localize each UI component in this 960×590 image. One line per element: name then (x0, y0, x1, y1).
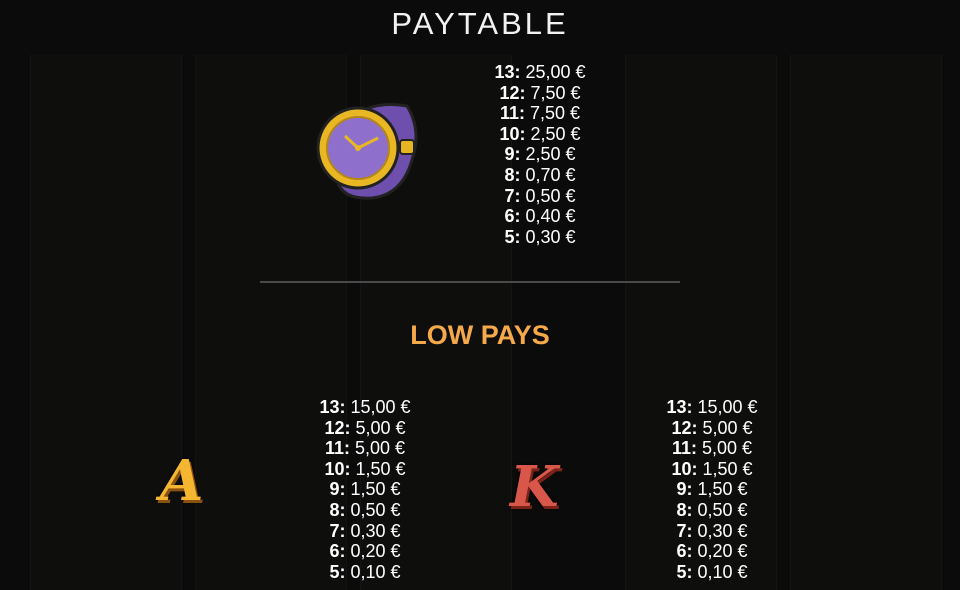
symbol-count: 6: (504, 206, 521, 227)
payout-value: 25,00 € (525, 62, 586, 82)
watch-icon (316, 103, 418, 200)
symbol-count: 10: (671, 458, 698, 479)
pay-row: 5: 0,30 € (470, 227, 610, 248)
paytable-title: PAYTABLE (391, 6, 569, 41)
payout-value: 0,30 € (525, 226, 576, 247)
pay-row: 6: 0,20 € (295, 541, 435, 562)
pay-row: 7: 0,30 € (295, 521, 435, 542)
payout-value: 7,50 € (530, 82, 581, 103)
symbol-count: 5: (676, 561, 693, 582)
payout-value: 0,10 € (350, 561, 401, 582)
symbol-count: 6: (329, 541, 346, 562)
symbol-count: 9: (676, 479, 693, 500)
reel-background (30, 55, 182, 590)
symbol-count: 11: (499, 103, 525, 124)
payout-value: 2,50 € (530, 123, 581, 144)
pay-row: 7: 0,50 € (470, 186, 610, 207)
symbol-count: 8: (504, 164, 521, 185)
low-pays-title: LOW PAYS (410, 320, 550, 350)
pay-row: 8: 0,70 € (470, 165, 610, 186)
symbol-count: 9: (504, 144, 521, 165)
payout-value: 7,50 € (530, 103, 581, 124)
high-pay-table: 13: 25,00 €12: 7,50 €11: 7,50 €10: 2,50 … (470, 62, 610, 247)
symbol-count: 12: (324, 417, 351, 438)
payout-value: 0,10 € (697, 561, 748, 582)
symbol-count: 13: (666, 397, 693, 417)
pay-row: 5: 0,10 € (295, 562, 435, 583)
pay-row: 8: 0,50 € (642, 500, 782, 521)
reel-background (790, 55, 942, 590)
symbol-count: 8: (676, 499, 693, 520)
payout-value: 5,00 € (355, 417, 406, 438)
pay-row: 12: 5,00 € (642, 418, 782, 439)
payout-value: 1,50 € (697, 479, 748, 500)
low-pay-table-k: 13: 15,00 €12: 5,00 €11: 5,00 €10: 1,50 … (642, 397, 782, 582)
payout-value: 15,00 € (350, 397, 411, 417)
payout-value: 2,50 € (525, 144, 576, 165)
symbol-count: 12: (499, 82, 526, 103)
symbol-count: 5: (504, 226, 521, 247)
payout-value: 0,50 € (525, 185, 576, 206)
symbol-count: 5: (329, 561, 346, 582)
pay-row: 5: 0,10 € (642, 562, 782, 583)
symbol-count: 7: (504, 185, 521, 206)
payout-value: 5,00 € (355, 438, 406, 459)
symbol-count: 7: (676, 520, 693, 541)
symbol-count: 8: (329, 499, 346, 520)
symbol-k-icon: K (510, 454, 559, 520)
pay-row: 9: 1,50 € (642, 479, 782, 500)
pay-row: 11: 5,00 € (642, 438, 782, 459)
payout-value: 5,00 € (702, 438, 753, 459)
pay-row: 12: 5,00 € (295, 418, 435, 439)
payout-value: 0,30 € (350, 520, 401, 541)
symbol-a-icon: A (160, 448, 204, 514)
pay-row: 6: 0,20 € (642, 541, 782, 562)
pay-row: 10: 2,50 € (470, 124, 610, 145)
pay-row: 7: 0,30 € (642, 521, 782, 542)
payout-value: 0,50 € (350, 499, 401, 520)
payout-value: 0,40 € (525, 206, 576, 227)
payout-value: 5,00 € (702, 417, 753, 438)
symbol-count: 12: (671, 417, 698, 438)
payout-value: 1,50 € (702, 458, 753, 479)
symbol-count: 11: (324, 438, 350, 459)
symbol-count: 6: (676, 541, 693, 562)
payout-value: 0,70 € (525, 164, 576, 185)
pay-row: 13: 15,00 € (642, 397, 782, 418)
symbol-count: 9: (329, 479, 346, 500)
symbol-count: 10: (499, 123, 526, 144)
pay-row: 8: 0,50 € (295, 500, 435, 521)
payout-value: 1,50 € (350, 479, 401, 500)
pay-row: 10: 1,50 € (642, 459, 782, 480)
payout-value: 0,20 € (697, 541, 748, 562)
payout-value: 0,30 € (697, 520, 748, 541)
pay-row: 13: 15,00 € (295, 397, 435, 418)
low-pay-table-a: 13: 15,00 €12: 5,00 €11: 5,00 €10: 1,50 … (295, 397, 435, 582)
reel-background (625, 55, 777, 590)
symbol-count: 13: (319, 397, 346, 417)
pay-row: 12: 7,50 € (470, 83, 610, 104)
pay-row: 10: 1,50 € (295, 459, 435, 480)
payout-value: 0,20 € (350, 541, 401, 562)
divider (260, 281, 680, 283)
payout-value: 1,50 € (355, 458, 406, 479)
symbol-count: 11: (671, 438, 697, 459)
pay-row: 9: 1,50 € (295, 479, 435, 500)
pay-row: 13: 25,00 € (470, 62, 610, 83)
pay-row: 9: 2,50 € (470, 144, 610, 165)
payout-value: 15,00 € (697, 397, 758, 417)
payout-value: 0,50 € (697, 499, 748, 520)
symbol-count: 10: (324, 458, 351, 479)
symbol-count: 13: (494, 62, 521, 82)
pay-row: 11: 5,00 € (295, 438, 435, 459)
pay-row: 11: 7,50 € (470, 103, 610, 124)
symbol-count: 7: (329, 520, 346, 541)
pay-row: 6: 0,40 € (470, 206, 610, 227)
